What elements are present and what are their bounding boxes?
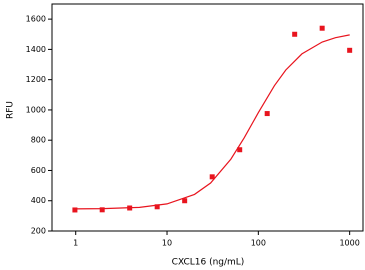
data-point xyxy=(237,147,243,153)
data-point xyxy=(154,204,160,210)
fit-curve xyxy=(74,34,350,210)
data-point xyxy=(99,207,105,213)
y-tick-label: 1600 xyxy=(26,15,46,24)
y-tick-label: 200 xyxy=(31,227,46,236)
y-tick-label: 400 xyxy=(31,196,46,205)
data-point xyxy=(319,25,325,31)
data-point xyxy=(72,207,78,213)
data-point xyxy=(347,47,353,53)
x-tick-label: 1000 xyxy=(339,239,359,248)
x-tick-label: 1 xyxy=(73,239,78,248)
y-axis-title: RFU xyxy=(6,101,16,119)
x-axis-title: CXCL16 (ng/mL) xyxy=(172,258,245,268)
y-tick-label: 1400 xyxy=(26,45,46,54)
data-point xyxy=(209,174,215,180)
x-tick-label: 100 xyxy=(251,239,266,248)
plot-frame xyxy=(51,3,364,232)
data-point xyxy=(127,205,133,211)
data-point xyxy=(264,111,270,117)
y-tick-label: 1000 xyxy=(26,105,46,114)
y-tick-label: 600 xyxy=(31,166,46,175)
y-tick-label: 1200 xyxy=(26,75,46,84)
data-point xyxy=(292,31,298,37)
y-tick-label: 800 xyxy=(31,136,46,145)
data-point xyxy=(182,198,188,204)
x-tick-label: 10 xyxy=(162,239,172,248)
